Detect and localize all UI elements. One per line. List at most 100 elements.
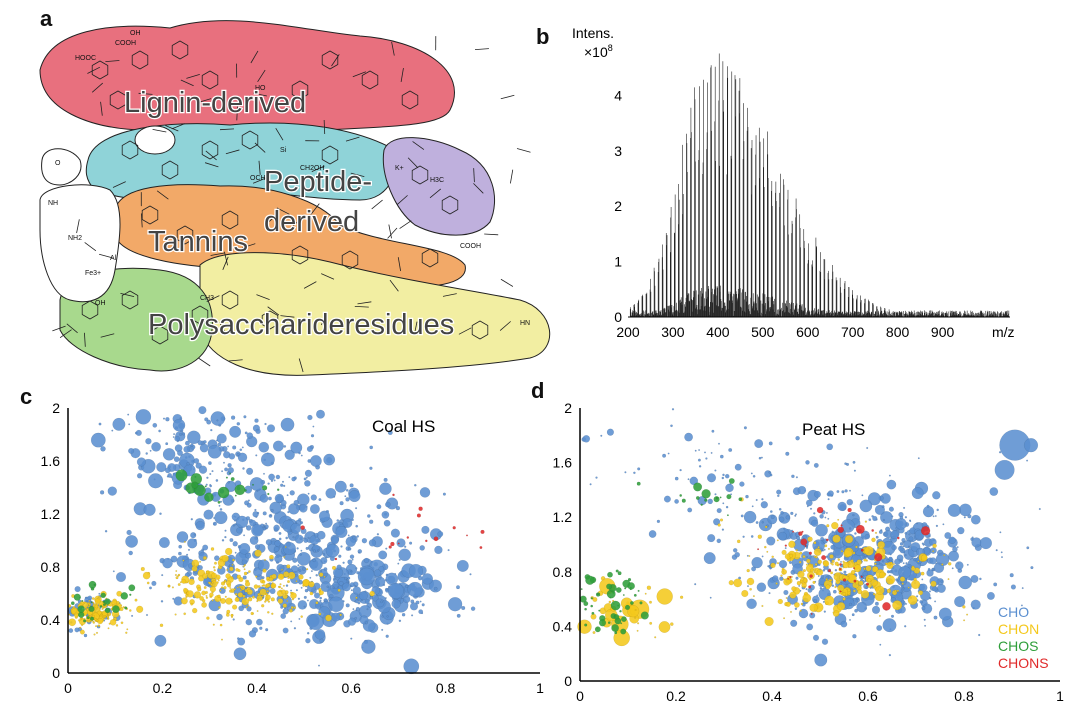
bond-line — [84, 332, 86, 347]
point-cho — [761, 521, 765, 524]
point-cho — [820, 536, 825, 541]
coal-x-ticks: 0 0.2 0.4 0.6 0.8 1 — [64, 680, 544, 696]
point-chon — [265, 594, 271, 601]
point-chon — [95, 619, 99, 622]
point-cho — [265, 628, 269, 632]
bond-line — [354, 305, 369, 308]
point-cho — [994, 459, 1015, 480]
point-chon — [225, 597, 233, 605]
point-cho — [876, 624, 883, 631]
point-cho — [706, 473, 717, 483]
point-chon — [966, 613, 969, 616]
point-cho — [350, 570, 353, 573]
point-chon — [592, 596, 598, 602]
point-cho — [752, 474, 756, 478]
point-chos — [175, 469, 188, 482]
point-cho — [806, 555, 809, 558]
point-chos — [700, 503, 703, 507]
point-chon — [802, 569, 806, 573]
point-chons — [424, 539, 428, 543]
bond-line — [396, 195, 408, 205]
point-cho — [289, 528, 293, 532]
point-cho — [767, 565, 770, 568]
point-chon — [227, 583, 232, 588]
point-cho — [312, 425, 315, 428]
point-chos — [73, 593, 81, 601]
point-chos — [70, 601, 75, 606]
bond-line — [510, 169, 514, 184]
point-chon — [175, 569, 178, 572]
point-chon — [842, 560, 845, 564]
point-cho — [893, 558, 901, 566]
point-chon — [190, 602, 194, 606]
point-cho — [957, 526, 965, 535]
point-chon — [177, 582, 181, 586]
point-cho — [948, 550, 960, 562]
bond-line — [205, 150, 217, 161]
point-cho — [758, 456, 762, 460]
point-cho — [806, 623, 814, 631]
point-cho — [409, 602, 419, 611]
point-cho — [252, 510, 259, 518]
point-cho — [811, 519, 819, 527]
point-chon — [231, 563, 234, 566]
point-cho — [761, 555, 764, 558]
panel-label-d: d — [531, 378, 545, 403]
peat-scatter-points — [577, 408, 1041, 667]
point-cho — [269, 501, 282, 515]
point-chon — [220, 581, 226, 586]
point-cho — [421, 603, 425, 607]
point-cho — [294, 534, 304, 544]
point-chon — [126, 628, 129, 631]
point-cho — [819, 514, 824, 519]
point-cho — [864, 533, 870, 540]
point-chon — [871, 565, 879, 573]
point-cho — [403, 658, 420, 675]
point-chon — [817, 559, 823, 565]
point-cho — [303, 605, 306, 608]
point-cho — [743, 426, 747, 430]
point-chon — [68, 618, 77, 627]
point-cho — [331, 612, 341, 622]
point-cho — [145, 613, 149, 617]
point-chos — [611, 624, 620, 632]
point-chos — [120, 592, 129, 600]
atom-label: CH2OH — [300, 165, 325, 172]
benzene-ring — [241, 130, 259, 150]
point-cho — [954, 561, 964, 570]
point-cho — [746, 554, 749, 557]
x-tick-label: 1 — [1056, 688, 1064, 704]
point-cho — [908, 533, 911, 536]
bond-line — [236, 106, 238, 121]
point-cho — [813, 598, 818, 603]
point-cho — [267, 482, 270, 485]
point-chon — [654, 636, 657, 639]
point-chos — [585, 575, 595, 585]
point-chons — [810, 612, 813, 615]
point-chon — [280, 587, 283, 590]
point-cho — [978, 633, 981, 637]
point-chon — [870, 579, 878, 587]
point-chon — [874, 562, 877, 566]
point-chon — [168, 584, 171, 587]
point-cho — [260, 452, 275, 467]
atom-label: O — [55, 160, 61, 167]
point-chos — [225, 476, 228, 479]
point-cho — [159, 512, 162, 515]
benzene-ring — [121, 290, 139, 310]
point-chon — [834, 561, 839, 566]
point-chon — [852, 589, 856, 593]
point-chon — [255, 575, 258, 578]
point-cho — [315, 573, 319, 577]
point-cho — [595, 476, 598, 479]
point-chos — [89, 616, 95, 621]
bond-line — [87, 66, 101, 74]
point-cho — [255, 618, 263, 626]
point-chon — [846, 588, 851, 593]
point-chon — [875, 585, 885, 595]
point-cho — [272, 440, 284, 452]
point-cho — [971, 536, 974, 539]
label-peptide-2: derived — [264, 206, 359, 238]
point-chon — [877, 540, 886, 549]
point-chon — [213, 568, 216, 572]
